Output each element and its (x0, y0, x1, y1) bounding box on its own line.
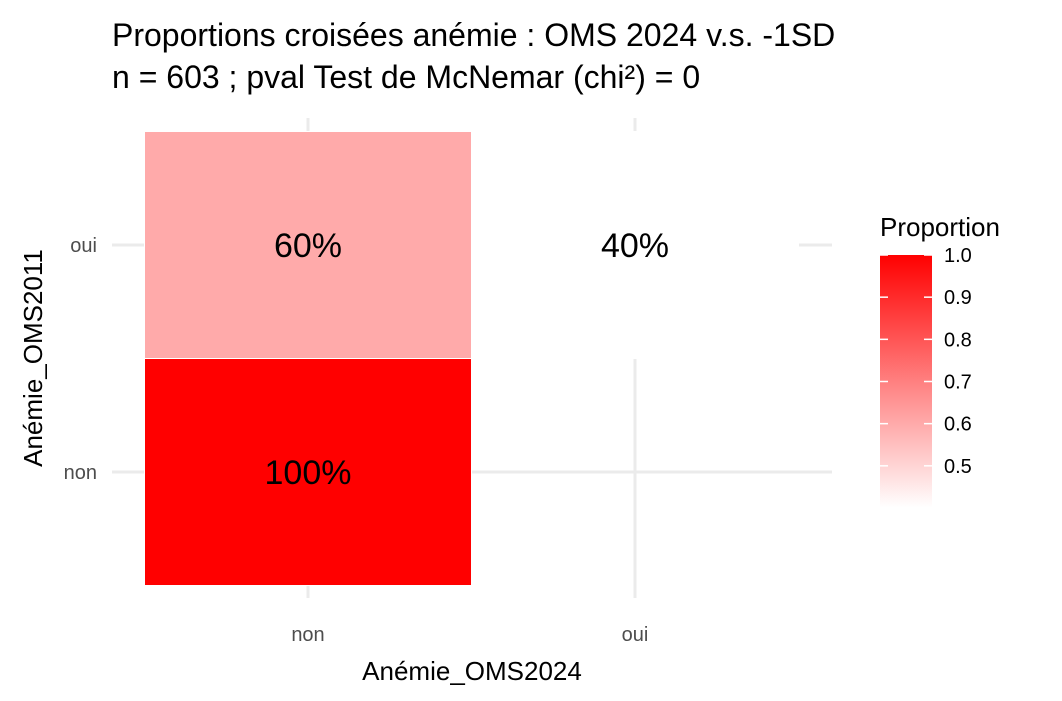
x-tick-label-oui: oui (622, 624, 649, 646)
legend-tick-label-1.0: 1.0 (944, 245, 972, 267)
chart-subtitle: n = 603 ; pval Test de McNemar (chi²) = … (112, 59, 700, 95)
legend-tick-label-0.6: 0.6 (944, 414, 972, 436)
x-axis-title: Anémie_OMS2024 (362, 656, 582, 686)
cell-label-oui-oui: 40% (601, 227, 669, 265)
x-tick-label-non: non (291, 624, 324, 646)
legend-tick-label-0.7: 0.7 (944, 372, 972, 394)
legend-title: Proportion (880, 212, 1000, 242)
x-axis-ticks: non oui (291, 624, 648, 646)
legend-tick-label-0.9: 0.9 (944, 287, 972, 309)
legend: Proportion 1.0 0.9 0.8 0.7 0.6 0.5 (880, 212, 1000, 508)
cell-non-oui (144, 131, 472, 359)
cell-oui-oui (471, 131, 799, 359)
y-axis-ticks: non oui (64, 235, 97, 484)
y-tick-label-oui: oui (70, 235, 97, 257)
heatmap-cells (144, 131, 799, 586)
y-tick-label-non: non (64, 462, 97, 484)
cell-non-non (144, 358, 472, 586)
legend-tick-label-0.8: 0.8 (944, 329, 972, 351)
heatmap-cell-labels: 100% 60% 40% (265, 227, 670, 492)
legend-tick-label-0.5: 0.5 (944, 456, 972, 478)
cell-label-non-non: 100% (265, 454, 352, 492)
legend-ticks: 1.0 0.9 0.8 0.7 0.6 0.5 (880, 245, 972, 478)
cell-label-non-oui: 60% (274, 227, 342, 265)
chart-title: Proportions croisées anémie : OMS 2024 v… (112, 17, 835, 53)
y-axis-title: Anémie_OMS2011 (18, 249, 48, 467)
legend-colorbar (880, 255, 932, 508)
